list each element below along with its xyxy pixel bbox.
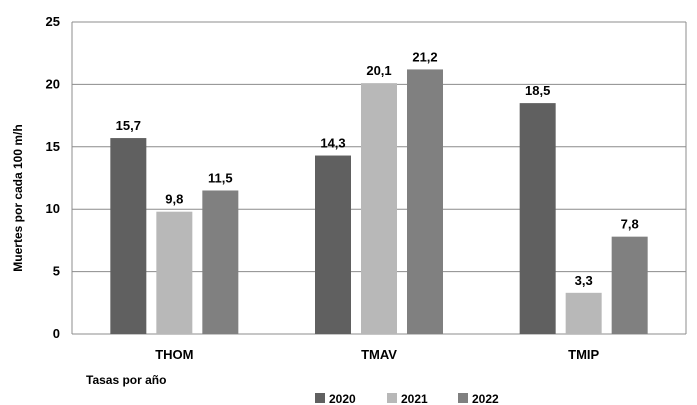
data-label: 14,3: [320, 136, 345, 151]
bars: [110, 69, 648, 335]
y-tick-label: 5: [53, 264, 60, 279]
legend-label-2021: 2021: [401, 392, 428, 405]
y-axis-ticks: 0 5 10 15 20 25: [46, 14, 60, 341]
data-label: 21,2: [412, 49, 437, 64]
legend-label-2020: 2020: [329, 392, 356, 405]
y-tick-label: 20: [46, 76, 60, 91]
legend-swatch-2021: [387, 393, 397, 403]
data-label: 9,8: [165, 192, 183, 207]
x-category-label: THOM: [155, 347, 193, 362]
y-tick-label: 10: [46, 201, 60, 216]
legend: 2020 2021 2022: [315, 392, 499, 405]
bar-tmip-2021: [565, 292, 602, 334]
x-category-label: TMIP: [568, 347, 599, 362]
x-category-label: TMAV: [361, 347, 397, 362]
data-label: 11,5: [208, 170, 233, 185]
bar-thom-2020: [110, 138, 147, 334]
data-labels: 15,7 9,8 11,5 14,3 20,1 21,2 18,5 3,3 7,8: [116, 49, 639, 287]
legend-swatch-2020: [315, 393, 325, 403]
data-label: 15,7: [116, 118, 141, 133]
bar-tmip-2020: [519, 103, 556, 335]
x-axis-title: Tasas por año: [86, 373, 166, 387]
data-label: 20,1: [366, 63, 391, 78]
bar-thom-2021: [156, 211, 193, 334]
legend-swatch-2022: [458, 393, 468, 403]
legend-label-2022: 2022: [472, 392, 499, 405]
data-label: 3,3: [575, 273, 593, 288]
data-label: 18,5: [525, 83, 550, 98]
y-tick-label: 25: [46, 14, 60, 29]
y-tick-label: 15: [46, 139, 60, 154]
y-tick-label: 0: [53, 326, 60, 341]
bar-tmav-2020: [315, 155, 351, 334]
bar-tmip-2022: [611, 236, 648, 334]
bar-tmav-2022: [407, 69, 443, 334]
y-axis-title: Muertes por cada 100 m/h: [11, 124, 25, 271]
bar-thom-2022: [202, 190, 239, 334]
bar-tmav-2021: [361, 83, 397, 334]
x-axis-categories: THOM TMAV TMIP: [155, 347, 599, 362]
data-label: 7,8: [621, 217, 639, 232]
